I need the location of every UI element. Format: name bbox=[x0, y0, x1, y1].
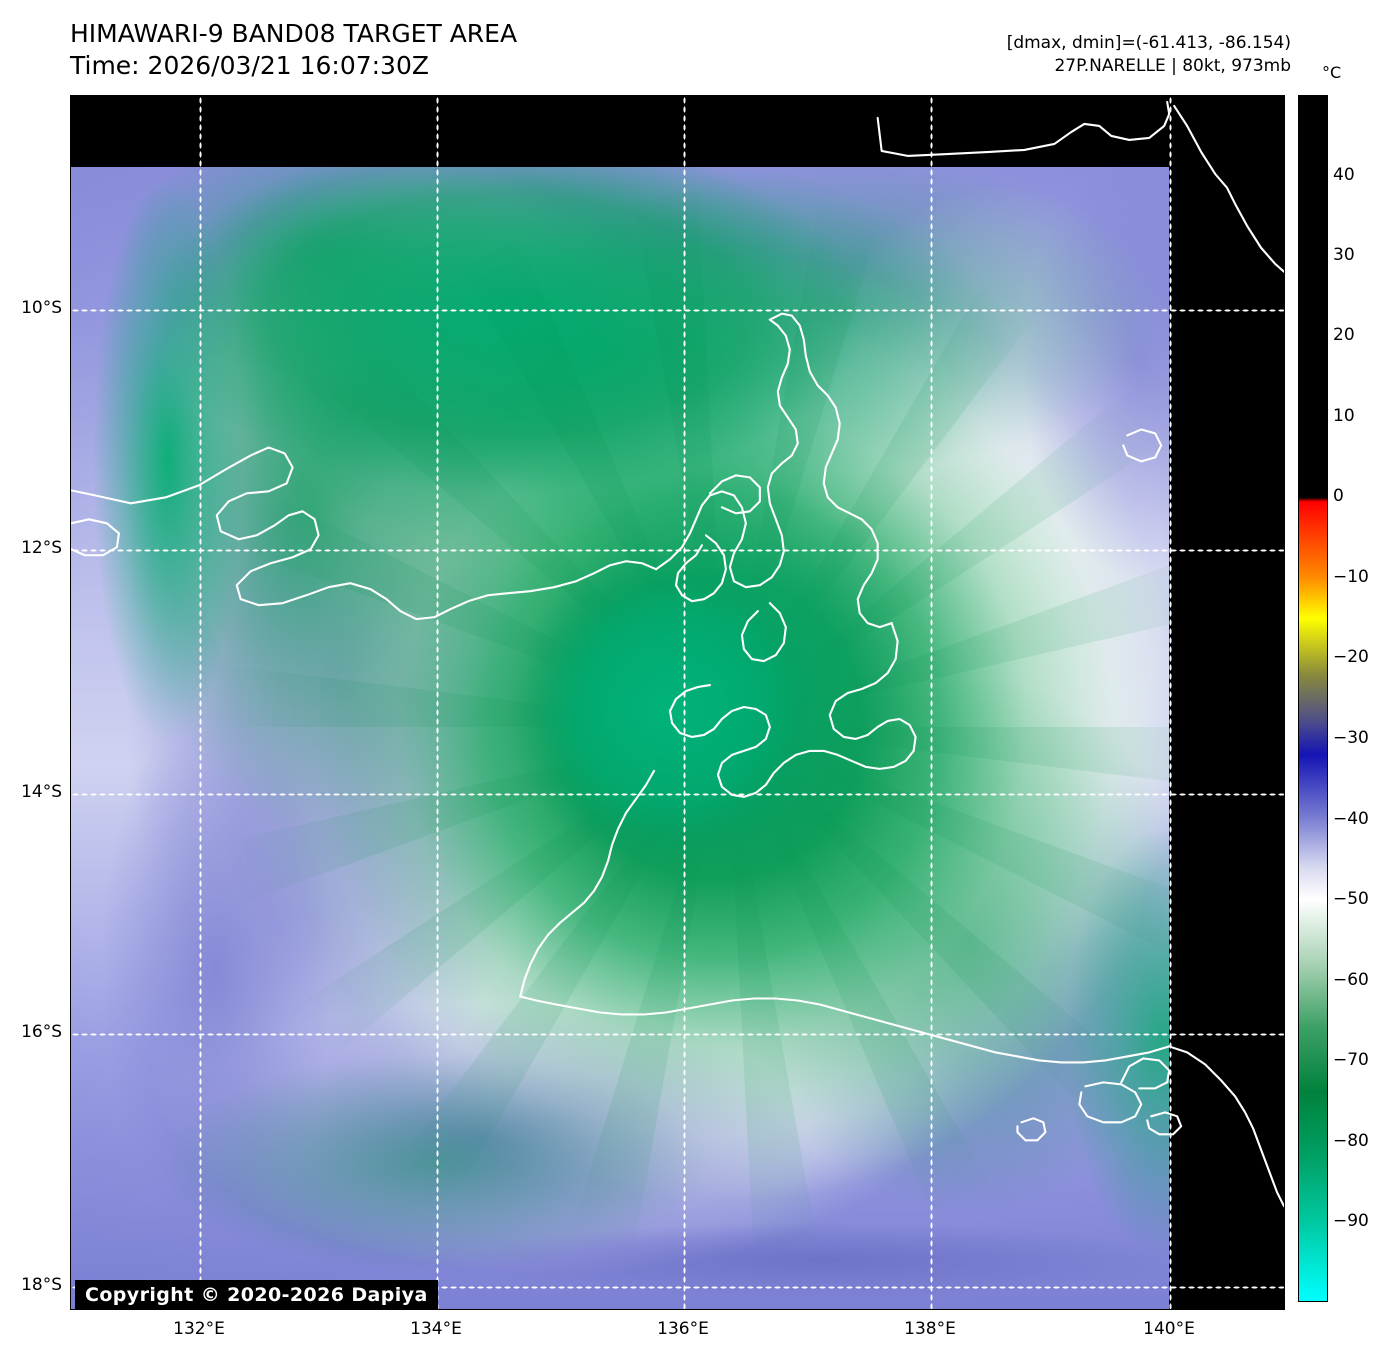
colorbar-tick-m30: −30 bbox=[1333, 728, 1369, 748]
coastline-island-north-b bbox=[1122, 428, 1163, 463]
coastline-island-west bbox=[71, 518, 120, 557]
coastline-island-north-a bbox=[1120, 1057, 1171, 1090]
no-data-band-east bbox=[1169, 96, 1284, 1309]
no-data-band-north bbox=[71, 96, 1284, 167]
gridline-lat-16 bbox=[71, 1033, 1284, 1036]
y-axis-tick-16s: 16°S bbox=[21, 1022, 62, 1042]
gridline-lon-136 bbox=[683, 96, 686, 1309]
copyright-banner: Copyright © 2020-2026 Dapiya bbox=[75, 1280, 438, 1309]
coastline-peninsula-east bbox=[768, 312, 893, 629]
gridline-lon-138 bbox=[930, 96, 933, 1309]
coastline-island-groveland bbox=[1078, 1081, 1143, 1124]
coastline-north-segment bbox=[876, 100, 1171, 157]
y-axis-tick-12s: 12°S bbox=[21, 538, 62, 558]
x-axis-tick-140e: 140°E bbox=[1143, 1319, 1195, 1339]
gridline-lat-12 bbox=[71, 549, 1284, 552]
coastline-east-shore bbox=[1168, 1045, 1284, 1208]
data-range-label: [dmax, dmin]=(-61.413, -86.154) bbox=[1006, 33, 1291, 53]
colorbar-tick-m10: −10 bbox=[1333, 567, 1369, 587]
gridline-lat-10 bbox=[71, 309, 1284, 312]
colorbar-tick-m80: −80 bbox=[1333, 1131, 1369, 1151]
gridline-lon-134 bbox=[436, 96, 439, 1309]
x-axis-tick-134e: 134°E bbox=[410, 1319, 462, 1339]
y-axis-tick-14s: 14°S bbox=[21, 782, 62, 802]
colorbar-tick-m20: −20 bbox=[1333, 647, 1369, 667]
colorbar-tick-m50: −50 bbox=[1333, 889, 1369, 909]
graticule bbox=[71, 96, 1284, 1309]
colorbar-tick-40: 40 bbox=[1333, 165, 1355, 185]
coastline-detail-north bbox=[708, 474, 761, 515]
gridline-lon-140 bbox=[1169, 96, 1172, 1309]
colorbar[interactable] bbox=[1298, 95, 1328, 1302]
coastline-island-small-a bbox=[1146, 1111, 1183, 1136]
colorbar-tick-20: 20 bbox=[1333, 325, 1355, 345]
colorbar-tick-m40: −40 bbox=[1333, 809, 1369, 829]
colorbar-unit-label: °C bbox=[1322, 63, 1342, 82]
page-title: HIMAWARI-9 BAND08 TARGET AREA Time: 2026… bbox=[70, 18, 517, 82]
overshooting-top-layer bbox=[483, 532, 848, 897]
satellite-image-plot[interactable]: Copyright © 2020-2026 Dapiya bbox=[70, 95, 1285, 1310]
coastline-inlet-b bbox=[740, 602, 787, 663]
title-line-2: Time: 2026/03/21 16:07:30Z bbox=[70, 51, 429, 80]
title-line-1: HIMAWARI-9 BAND08 TARGET AREA bbox=[70, 19, 518, 48]
coastline-northeast-curve bbox=[1173, 104, 1284, 273]
gridline-lon-132 bbox=[199, 96, 202, 1309]
x-axis-tick-138e: 138°E bbox=[904, 1319, 956, 1339]
coastline-gulf-west bbox=[71, 446, 658, 621]
colorbar-tick-0: 0 bbox=[1333, 486, 1344, 506]
colorbar-tick-m60: −60 bbox=[1333, 970, 1369, 990]
metadata-block: [dmax, dmin]=(-61.413, -86.154) 27P.NARE… bbox=[1007, 32, 1291, 77]
brightness-temperature-raster bbox=[71, 96, 1284, 1309]
coastline-gulf-south bbox=[519, 995, 1171, 1064]
x-axis-tick-132e: 132°E bbox=[173, 1319, 225, 1339]
storm-info-label: 27P.NARELLE | 80kt, 973mb bbox=[1054, 55, 1291, 76]
coastline-overlay bbox=[71, 100, 1284, 1208]
y-axis-tick-18s: 18°S bbox=[21, 1275, 62, 1295]
coastline-gulf-southwest bbox=[519, 769, 656, 998]
gridline-lat-18 bbox=[71, 1286, 1284, 1289]
x-axis-tick-136e: 136°E bbox=[657, 1319, 709, 1339]
colorbar-tick-30: 30 bbox=[1333, 245, 1355, 265]
colorbar-tick-m70: −70 bbox=[1333, 1050, 1369, 1070]
y-axis-tick-10s: 10°S bbox=[21, 298, 62, 318]
coastline-peninsula-main bbox=[654, 318, 799, 589]
gridline-lat-14 bbox=[71, 793, 1284, 796]
coastline-south-bay bbox=[668, 622, 917, 798]
colorbar-tick-m90: −90 bbox=[1333, 1211, 1369, 1231]
coastline-island-small-b bbox=[1016, 1117, 1047, 1142]
colorbar-gradient bbox=[1299, 96, 1327, 1301]
colorbar-tick-10: 10 bbox=[1333, 406, 1355, 426]
